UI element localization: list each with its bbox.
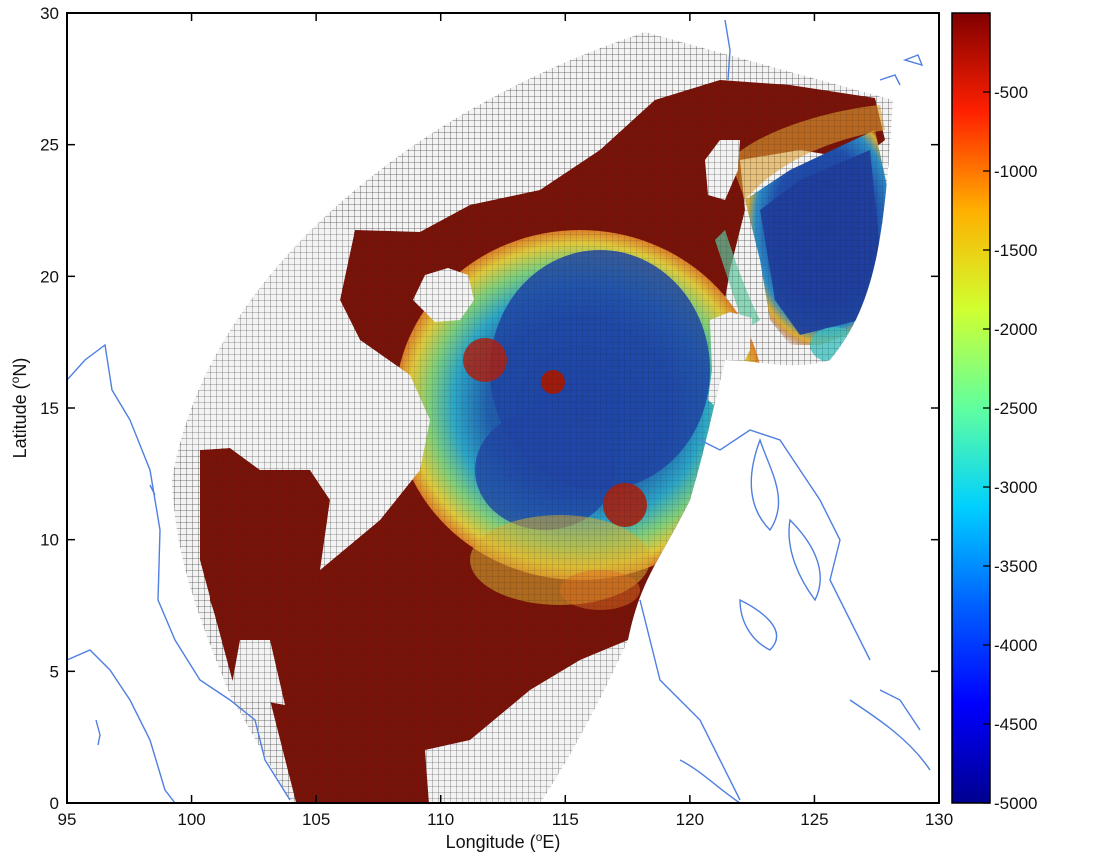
borneo-land bbox=[425, 640, 628, 803]
y-tick-label: 25 bbox=[40, 136, 59, 155]
colorbar-tick-label: -1500 bbox=[994, 241, 1037, 260]
y-tick-label: 10 bbox=[40, 531, 59, 550]
colorbar-tick-label: -500 bbox=[994, 83, 1028, 102]
x-tick-label: 110 bbox=[427, 810, 454, 829]
colorbar-tick-label: -2000 bbox=[994, 320, 1037, 339]
x-tick-label: 115 bbox=[552, 810, 579, 829]
colorbar-tick-label: -4000 bbox=[994, 636, 1037, 655]
y-tick-label: 30 bbox=[40, 4, 59, 23]
colorbar-tick-label: -4500 bbox=[994, 715, 1037, 734]
colorbar: -500 -1000 -1500 -2000 -2500 -3000 -3500 -4000 -… bbox=[951, 12, 1037, 813]
x-tick-label: 105 bbox=[302, 810, 330, 829]
colorbar-tick-label: -3500 bbox=[994, 557, 1037, 576]
y-axis: 0 5 10 15 20 25 30 bbox=[40, 4, 939, 813]
colorbar-tick-label: -2500 bbox=[994, 399, 1037, 418]
x-tick-label: 130 bbox=[925, 810, 953, 829]
y-tick-label: 0 bbox=[50, 794, 59, 813]
y-tick-label: 20 bbox=[40, 267, 59, 286]
x-axis-title: Longitude (oE) bbox=[446, 830, 561, 852]
x-tick-label: 125 bbox=[800, 810, 828, 829]
x-tick-label: 95 bbox=[58, 810, 77, 829]
colorbar-ticks: -500 -1000 -1500 -2000 -2500 -3000 -3500 -4000 -… bbox=[983, 83, 1037, 813]
coastlines bbox=[67, 19, 931, 803]
hainan-island bbox=[413, 268, 474, 322]
y-tick-label: 5 bbox=[50, 662, 59, 681]
y-axis-title: Latitude (oN) bbox=[8, 358, 30, 459]
taiwan-island bbox=[705, 140, 740, 200]
colorbar-tick-label: -1000 bbox=[994, 162, 1037, 181]
x-tick-label: 100 bbox=[177, 810, 205, 829]
x-tick-label: 120 bbox=[676, 810, 704, 829]
colorbar-tick-label: -3000 bbox=[994, 478, 1037, 497]
colorbar-tick-label: -5000 bbox=[994, 794, 1037, 813]
y-tick-label: 15 bbox=[40, 399, 59, 418]
x-axis: 95 100 105 110 115 120 125 130 bbox=[58, 13, 953, 829]
